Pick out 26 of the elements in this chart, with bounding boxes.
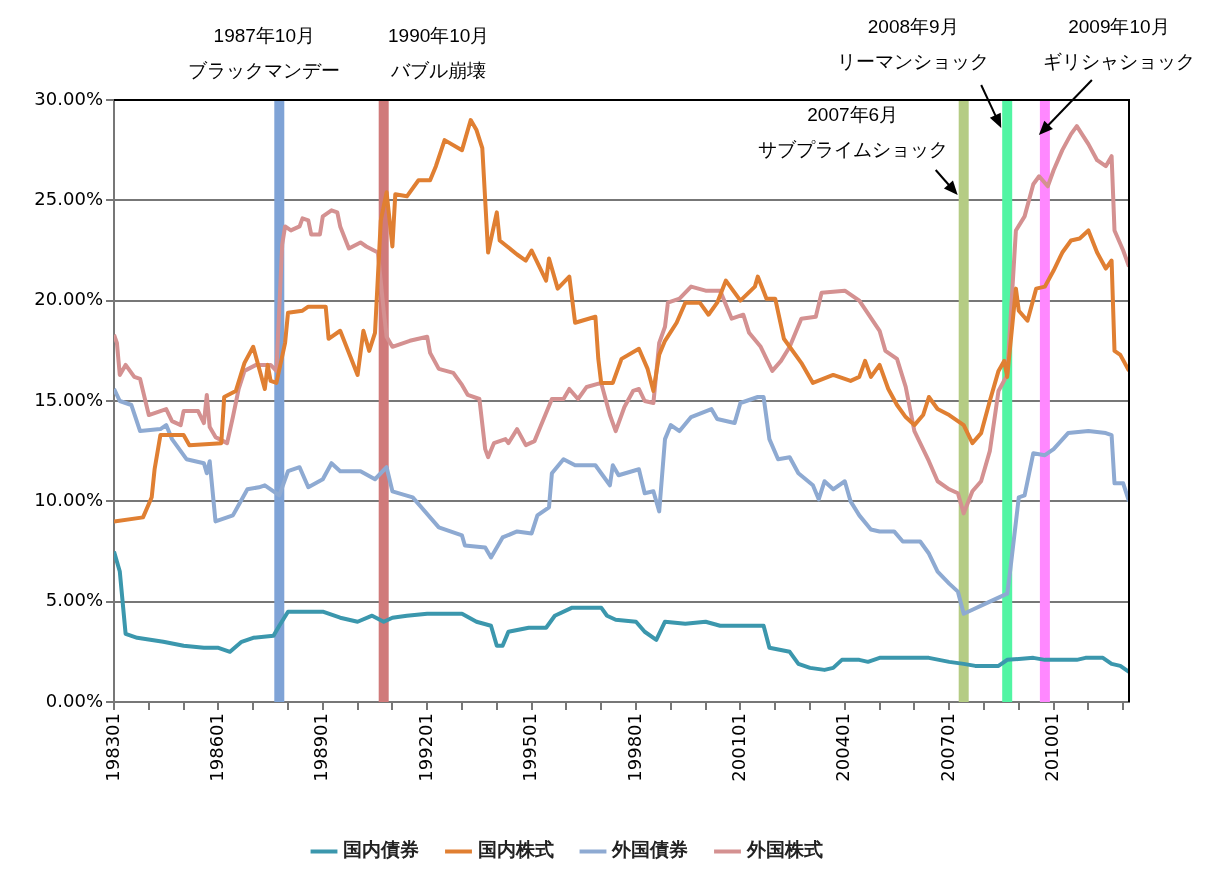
x-tick-label: 199801 (623, 713, 645, 782)
x-tick-label: 201001 (1041, 713, 1063, 782)
legend-label: 外国株式 (745, 838, 823, 861)
x-tick-label: 199501 (519, 713, 541, 782)
x-tick-label: 200401 (832, 713, 854, 782)
x-tick-label: 200101 (728, 713, 750, 782)
y-tick-label: 10.00% (34, 489, 103, 511)
ref-line-label: 1987年10月ブラックマンデー (188, 25, 341, 82)
x-tick-label: 198901 (310, 713, 332, 782)
ref-line-label: 2008年9月リーマンショック (837, 15, 990, 72)
x-tick-label: 198301 (101, 713, 123, 782)
ref-line-label: 1990年10月バブル崩壊 (388, 25, 490, 82)
y-tick-label: 30.00% (34, 87, 103, 109)
y-tick-label: 0.00% (45, 689, 103, 711)
ref-line-label: 2007年6月サブプライムショック (757, 103, 948, 160)
x-tick-label: 199201 (414, 713, 436, 782)
x-tick-label: 198601 (206, 713, 228, 782)
x-tick-label: 200701 (936, 713, 958, 782)
y-tick-label: 5.00% (45, 589, 103, 611)
y-tick-label: 25.00% (34, 188, 103, 210)
legend-label: 国内株式 (477, 838, 554, 861)
legend-label: 国内債券 (343, 838, 419, 861)
y-tick-label: 20.00% (34, 288, 103, 310)
ref-line-label: 2009年10月ギリシャショック (1042, 15, 1195, 72)
legend-label: 外国債券 (611, 838, 688, 861)
y-tick-label: 15.00% (34, 388, 103, 410)
